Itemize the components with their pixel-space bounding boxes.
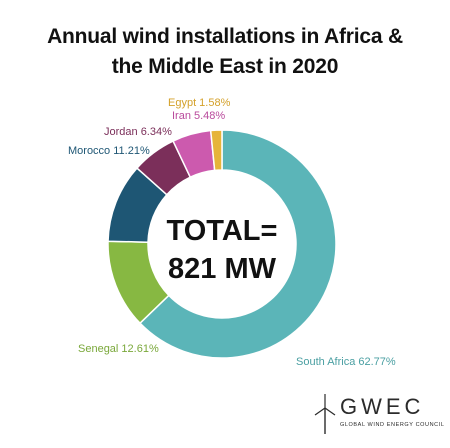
slice-south-africa — [138, 129, 337, 359]
chart-title-line-1: Annual wind installations in Africa & — [47, 25, 403, 48]
logo-wordmark: GWEC — [340, 394, 425, 419]
chart-title-line-2: the Middle East in 2020 — [111, 55, 339, 78]
label-iran: Iran 5.48% — [172, 110, 225, 122]
label-morocco: Morocco 11.21% — [68, 145, 150, 157]
slice-egypt — [209, 129, 223, 172]
center-total-value: 821 MW — [168, 253, 277, 285]
label-egypt: Egypt 1.58% — [168, 97, 231, 109]
label-jordan: Jordan 6.34% — [104, 126, 172, 138]
center-total-label: TOTAL= — [167, 215, 278, 247]
logo-subtitle: GLOBAL WIND ENERGY COUNCIL — [340, 422, 445, 428]
gwec-logo: GWEC GLOBAL WIND ENERGY COUNCIL — [314, 392, 444, 440]
wind-turbine-icon — [314, 394, 336, 434]
chart-title: Annual wind installations in Africa & th… — [0, 22, 450, 82]
label-south-africa: South Africa 62.77% — [296, 356, 396, 368]
donut-slices — [107, 129, 337, 359]
donut-labels: South Africa 62.77% Senegal 12.61% Morocco… — [68, 97, 396, 368]
label-senegal: Senegal 12.61% — [78, 343, 159, 355]
